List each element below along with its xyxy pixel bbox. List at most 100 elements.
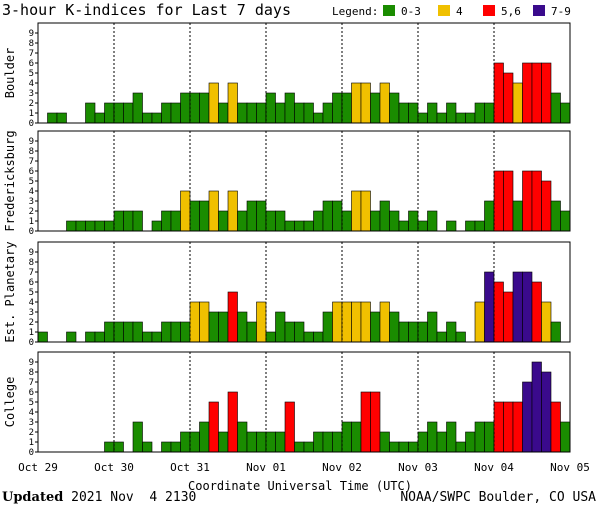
k-index-bar [379,431,390,453]
k-index-bar [208,401,219,453]
k-index-bar [550,321,561,343]
k-index-bar [208,311,219,343]
k-index-bar [180,190,191,232]
legend-swatch [438,5,450,16]
y-tick-label: 9 [29,29,34,39]
y-tick-label: 6 [29,278,34,288]
y-tick-label: 6 [29,388,34,398]
k-index-bar [113,102,124,124]
k-index-bar [332,301,343,343]
k-index-bar [237,311,248,343]
legend-entry: 0-3 [401,5,421,18]
k-index-bar [189,431,200,453]
k-index-bar [303,331,314,343]
k-index-bar [408,102,419,124]
k-index-bar [322,102,333,124]
k-index-bar [474,102,485,124]
y-tick-label: 5 [29,288,34,298]
y-tick-label: 4 [29,187,34,197]
y-tick-label: 3 [29,89,34,99]
k-index-bar [560,421,571,453]
panel-station-name: Boulder [3,48,17,99]
k-index-bar [85,331,96,343]
k-index-bar [161,441,172,453]
k-index-bar [446,102,457,124]
k-index-bar [256,301,267,343]
legend-swatch [483,5,495,16]
legend-entry: 5,6 [501,5,521,18]
k-index-bar [408,210,419,232]
panels: Boulder0123456789Fredericksburg012345678… [3,22,571,458]
k-index-bar [237,102,248,124]
k-index-bar [531,361,542,453]
y-tick-label: 3 [29,308,34,318]
k-index-bar [275,431,286,453]
k-index-bar [123,210,134,232]
y-tick-label: 0 [29,448,34,458]
x-tick-label: Oct 29 [18,461,58,474]
panel-station-name: Fredericksburg [3,130,17,231]
footer-updated: Updated 2021 Nov 4 2130 [2,490,196,505]
k-index-bar [227,291,238,343]
k-index-bar [189,92,200,124]
k-index-bar [132,92,143,124]
k-index-bar [550,401,561,453]
k-index-bar [170,441,181,453]
k-index-bar [208,190,219,232]
k-index-bar [284,220,295,232]
k-index-bar [94,220,105,232]
y-tick-label: 6 [29,167,34,177]
y-tick-label: 9 [29,358,34,368]
k-index-bar [151,331,162,343]
updated-label: Updated [2,490,64,505]
k-index-bar [522,170,533,232]
k-index-bar [560,102,571,124]
y-tick-label: 4 [29,79,34,89]
y-tick-label: 6 [29,59,34,69]
y-tick-label: 9 [29,248,34,258]
x-axis-label: Coordinate Universal Time (UTC) [188,479,412,493]
k-index-bar [398,321,409,343]
k-index-bar [246,431,257,453]
k-index-bar [322,431,333,453]
k-index-bar [351,421,362,453]
k-index-bar [142,441,153,453]
k-index-bar [256,431,267,453]
k-index-bar [389,210,400,232]
k-index-bar [132,321,143,343]
k-index-bar [265,431,276,453]
k-index-bar [436,112,447,124]
k-index-bar [427,311,438,343]
k-index-bar [512,200,523,232]
k-index-bar [503,291,514,343]
k-index-bar [104,220,115,232]
k-index-bar [218,431,229,453]
panel-frame [37,241,571,343]
k-index-bar [313,331,324,343]
x-tick-label: Nov 04 [474,461,514,474]
y-tick-label: 4 [29,408,34,418]
k-index-bar [379,200,390,232]
k-index-bar [465,220,476,232]
k-index-bar [522,62,533,124]
k-index-bar [256,200,267,232]
k-index-bar [389,311,400,343]
k-index-bar [541,180,552,232]
y-tick-label: 1 [29,217,34,227]
footer-source: NOAA/SWPC Boulder, CO USA [400,490,596,505]
k-index-bar [379,301,390,343]
k-index-bar [436,331,447,343]
k-index-bar [284,401,295,453]
y-tick-label: 8 [29,368,34,378]
y-tick-label: 2 [29,207,34,217]
k-index-bar [550,200,561,232]
k-index-bar [512,401,523,453]
k-index-bar [389,441,400,453]
k-index-bar [123,102,134,124]
k-index-bar [303,220,314,232]
k-index-bar [408,441,419,453]
k-index-bar [275,311,286,343]
x-axis: Oct 29 Oct 30 Oct 31 Nov 01 Nov 02 Nov 03 Nov … [18,461,590,474]
y-tick-label: 8 [29,39,34,49]
